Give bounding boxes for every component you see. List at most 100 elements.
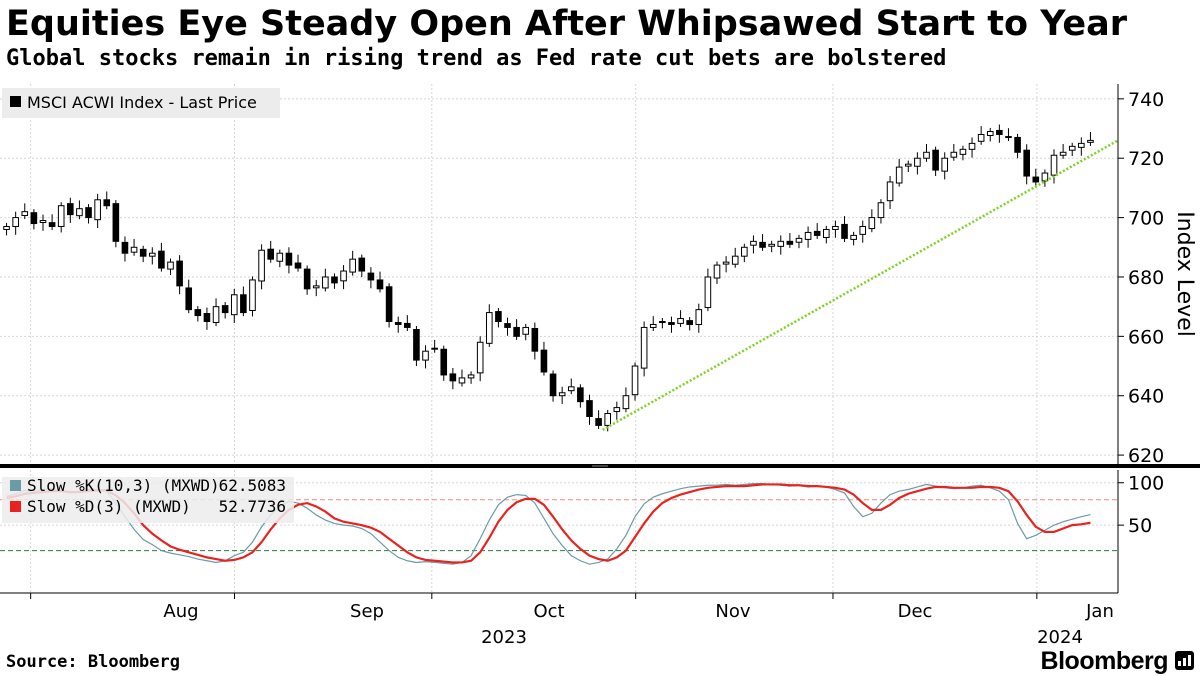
candle-body — [3, 226, 10, 230]
year-label: 2024 — [1037, 627, 1083, 648]
price-candles — [3, 124, 1094, 432]
candle-body — [522, 326, 530, 335]
candle-body — [85, 207, 92, 219]
candle-body — [376, 279, 384, 290]
osc-series-d — [6, 483, 1091, 564]
x-tick-label: Sep — [350, 601, 384, 622]
candle-body — [240, 294, 247, 314]
candle-body — [331, 276, 338, 284]
candle-body — [485, 312, 493, 344]
candle-body — [841, 223, 848, 239]
candle-body — [148, 252, 156, 257]
candle-body — [631, 365, 639, 396]
candle-body — [385, 286, 393, 322]
candle-body — [613, 407, 621, 412]
candle-body — [258, 249, 265, 282]
osc-tick-label: 50 — [1128, 515, 1152, 537]
candle-body — [221, 305, 229, 314]
price-tick-label: 640 — [1128, 386, 1164, 408]
candle-body — [1014, 136, 1021, 153]
candle-body — [176, 260, 183, 287]
candle-body — [476, 341, 484, 374]
osc-legend-box — [2, 477, 294, 523]
candle-body — [950, 151, 958, 158]
candle-body — [121, 241, 129, 254]
candle-body — [1041, 172, 1049, 182]
candle-body — [531, 327, 539, 352]
candle-body — [741, 246, 748, 257]
candle-body — [139, 248, 147, 257]
candle-body — [713, 264, 721, 279]
candle-body — [212, 306, 220, 324]
candle-body — [540, 349, 548, 373]
candle-body — [886, 181, 894, 202]
x-tick-label: Jan — [1085, 601, 1114, 622]
oscillator-layer — [0, 482, 1118, 565]
candle-body — [322, 276, 329, 289]
candle-body — [859, 226, 867, 235]
candle-body — [586, 400, 593, 417]
bloomberg-terminal-icon — [1175, 651, 1194, 670]
candle-body — [795, 237, 803, 243]
price-tick-label: 740 — [1128, 89, 1164, 111]
candle-body — [39, 220, 47, 223]
candle-body — [1078, 142, 1085, 148]
candle-body — [30, 212, 38, 225]
x-tick-label: Nov — [715, 601, 750, 622]
candle-body — [48, 222, 56, 227]
candle-body — [668, 322, 675, 325]
candle-body — [595, 418, 602, 426]
candle-body — [686, 320, 693, 325]
osc-legend-swatch — [10, 480, 21, 491]
candle-body — [21, 211, 29, 217]
osc-legend-value: 52.7736 — [219, 497, 286, 516]
candle-body — [312, 285, 320, 289]
candle-body — [449, 373, 457, 382]
candle-body — [340, 270, 347, 282]
candle-body — [167, 261, 174, 270]
candle-body — [877, 202, 885, 219]
candle-body — [850, 234, 857, 240]
price-tick-label: 700 — [1128, 208, 1164, 230]
candle-body — [677, 318, 684, 324]
candle-body — [358, 257, 366, 272]
candle-body — [404, 322, 411, 328]
candle-body — [750, 240, 757, 246]
candle-body — [959, 148, 967, 155]
price-legend-swatch — [10, 96, 21, 107]
candle-body — [203, 312, 211, 322]
candle-body — [194, 309, 202, 317]
candle-body — [659, 321, 666, 323]
candle-body — [467, 374, 475, 379]
candle-body — [158, 250, 165, 269]
candle-body — [932, 149, 939, 171]
candle-body — [731, 255, 739, 265]
candle-body — [604, 413, 612, 426]
candle-body — [996, 129, 1003, 135]
candle-body — [67, 203, 74, 216]
osc-legend-label: Slow %K(10,3) (MXWD) — [27, 476, 220, 495]
candle-body — [1023, 149, 1030, 177]
candle-body — [704, 276, 712, 309]
price-tick-label: 660 — [1128, 326, 1164, 348]
candle-body — [986, 131, 994, 137]
candle-body — [722, 261, 730, 265]
candle-body — [868, 217, 876, 230]
candle-body — [649, 323, 657, 328]
candle-body — [513, 326, 520, 337]
candle-body — [130, 246, 138, 253]
candle-body — [422, 350, 429, 361]
candle-body — [941, 157, 949, 172]
osc-legend-label: Slow %D(3) (MXWD) — [27, 497, 191, 516]
candle-body — [249, 279, 256, 312]
trendline-layer — [601, 139, 1119, 431]
candle-body — [294, 262, 302, 269]
osc-tick-label: 100 — [1128, 473, 1164, 495]
chart-subtitle: Global stocks remain in rising trend as … — [6, 46, 947, 71]
candle-body — [577, 387, 584, 403]
candle-body — [1032, 176, 1040, 183]
candle-body — [923, 151, 930, 159]
candle-body — [567, 386, 575, 392]
candle-body — [413, 329, 420, 361]
